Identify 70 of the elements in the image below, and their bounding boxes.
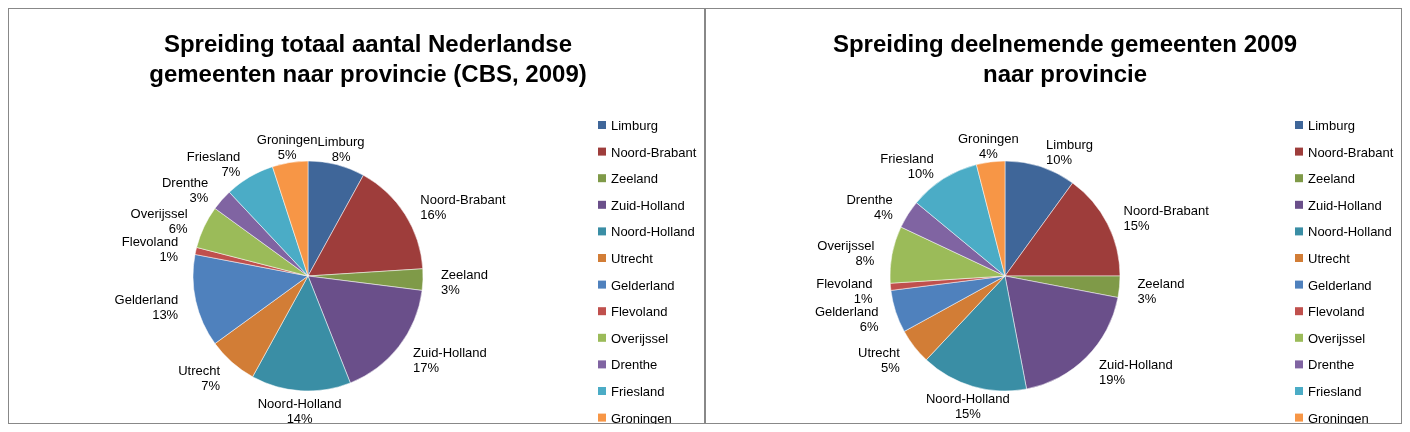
data-label: 7%: [221, 163, 241, 179]
slice-label: Flevoland: [816, 275, 873, 291]
legend-label: Gelderland: [1308, 277, 1372, 293]
chart-title: Spreiding totaal aantal Nederlandse gemeenten naar provincie (CBS, 2009): [149, 30, 587, 87]
data-label: 14%: [286, 410, 314, 426]
legend-label: Noord-Holland: [1308, 224, 1392, 240]
slice-label: Drenthe: [846, 191, 893, 207]
slice-label: Limburg: [1046, 136, 1094, 152]
slice-label: Noord-Brabant: [1123, 202, 1210, 218]
data-label: 13%: [152, 307, 179, 323]
data-label: 3%: [189, 190, 209, 206]
data-label: 3%: [440, 282, 461, 298]
slice-label: Friesland: [186, 148, 241, 164]
legend-label: Zuid-Holland: [1308, 197, 1382, 213]
legend-label: Drenthe: [611, 357, 658, 373]
legend-label: Drenthe: [1308, 357, 1355, 373]
legend-label: Friesland: [611, 384, 665, 399]
legend-label: Flevoland: [611, 304, 668, 320]
data-label: 3%: [1137, 290, 1157, 306]
legend-label: Zuid-Holland: [611, 197, 685, 213]
data-label: 16%: [420, 206, 447, 222]
data-label: 10%: [1046, 151, 1073, 167]
data-label: 15%: [1123, 217, 1150, 233]
slice-label: Groningen: [256, 131, 318, 147]
chart-title: Spreiding deelnemende gemeenten 2009 naar provincie: [832, 30, 1298, 87]
legend-label: Noord-Brabant: [1308, 144, 1394, 160]
data-label: 4%: [978, 146, 999, 162]
slice-label: Noord-Holland: [257, 395, 342, 411]
data-label: 19%: [1099, 372, 1126, 388]
slice-label: Utrecht: [178, 362, 221, 378]
data-label: 4%: [873, 206, 894, 222]
data-label: 10%: [907, 165, 935, 181]
slice-label: Groningen: [957, 131, 1019, 147]
slice-label: Zuid-Holland: [1099, 357, 1173, 373]
slice-label: Limburg: [317, 134, 365, 150]
slice-label: Overijssel: [817, 238, 875, 254]
legend-label: Overijssel: [611, 330, 669, 346]
data-label: 17%: [413, 359, 440, 375]
legend-label: Limburg: [611, 118, 658, 133]
legend-label: Friesland: [1308, 384, 1362, 399]
data-label: 8%: [855, 253, 875, 269]
slice-label: Noord-Holland: [925, 390, 1010, 406]
legend-label: Flevoland: [1308, 304, 1365, 320]
data-label: 5%: [277, 146, 298, 162]
data-label: 1%: [159, 248, 179, 264]
slice-label: Utrecht: [858, 344, 901, 360]
slice-label: Drenthe: [161, 175, 209, 191]
slice-label: Zeeland: [1137, 275, 1185, 291]
legend-label: Noord-Holland: [611, 224, 695, 240]
legend-label: Gelderland: [611, 277, 675, 293]
legend-label: Overijssel: [1308, 330, 1366, 346]
slice-label: Gelderland: [114, 292, 179, 308]
legend-label: Limburg: [1308, 118, 1355, 133]
legend-label: Zeeland: [1308, 171, 1355, 187]
data-label: 7%: [201, 377, 221, 393]
slice-label: Zuid-Holland: [413, 344, 487, 360]
slice-label: Noord-Brabant: [420, 191, 506, 207]
slice-label: Zeeland: [440, 267, 488, 283]
data-label: 15%: [954, 405, 982, 421]
data-label: 1%: [853, 290, 874, 306]
slice-label: Overijssel: [130, 206, 188, 222]
slice-label: Friesland: [880, 150, 934, 166]
legend-label: Utrecht: [611, 251, 654, 266]
slice-label: Gelderland: [814, 304, 879, 320]
legend-label: Utrecht: [1308, 251, 1351, 266]
data-label: 8%: [331, 149, 351, 165]
data-label: 6%: [859, 319, 879, 335]
legend-label: Zeeland: [611, 171, 658, 187]
data-label: 5%: [881, 359, 901, 375]
legend-label: Noord-Brabant: [611, 144, 697, 160]
